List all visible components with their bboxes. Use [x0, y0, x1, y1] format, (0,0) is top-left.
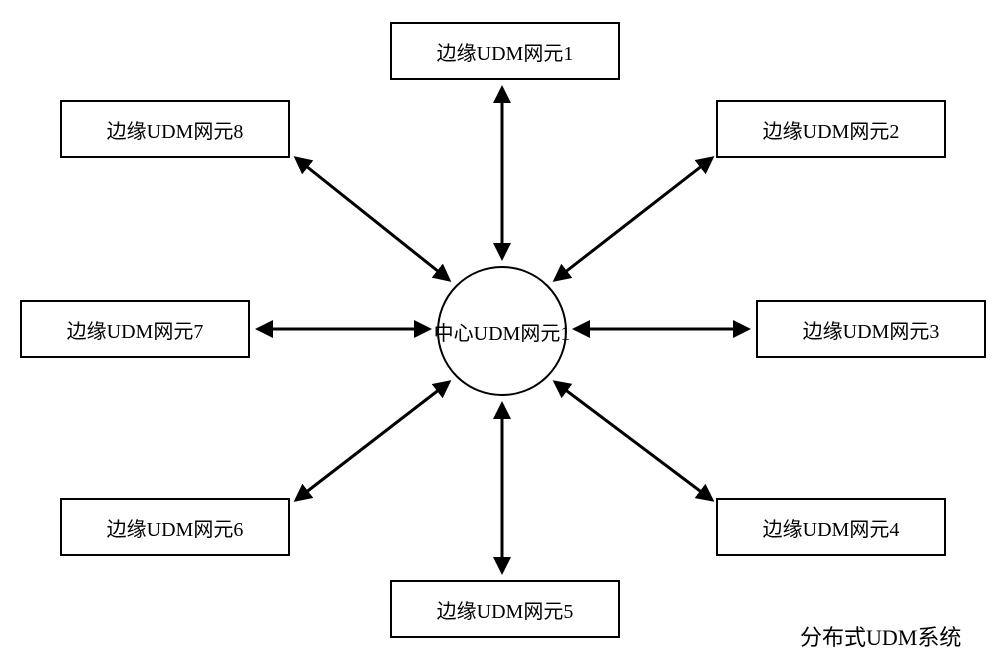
edge-node-label: 边缘UDM网元3	[803, 315, 940, 344]
center-node-label: 中心UDM网元1	[434, 317, 571, 346]
edge-node-label: 边缘UDM网元6	[107, 513, 244, 542]
edge-node-label: 边缘UDM网元5	[437, 595, 574, 624]
edge-node-5: 边缘UDM网元5	[390, 580, 620, 638]
edge-node-label: 边缘UDM网元2	[763, 115, 900, 144]
edge-node-8: 边缘UDM网元8	[60, 100, 290, 158]
edge-node-2: 边缘UDM网元2	[716, 100, 946, 158]
edge-node-label: 边缘UDM网元1	[437, 37, 574, 66]
edge-node-7: 边缘UDM网元7	[20, 300, 250, 358]
diagram-container: 中心UDM网元1 边缘UDM网元1 边缘UDM网元2 边缘UDM网元3 边缘UDM网元…	[0, 0, 1000, 666]
bidir-arrow-4	[555, 382, 712, 500]
edge-node-label: 边缘UDM网元8	[107, 115, 244, 144]
diagram-caption: 分布式UDM系统	[800, 620, 961, 652]
edge-node-label: 边缘UDM网元7	[67, 315, 204, 344]
edge-node-1: 边缘UDM网元1	[390, 22, 620, 80]
bidir-arrow-6	[296, 382, 449, 500]
edge-node-4: 边缘UDM网元4	[716, 498, 946, 556]
edge-node-3: 边缘UDM网元3	[756, 300, 986, 358]
center-node: 中心UDM网元1	[437, 266, 567, 396]
edge-node-6: 边缘UDM网元6	[60, 498, 290, 556]
bidir-arrow-2	[555, 158, 712, 280]
edge-node-label: 边缘UDM网元4	[763, 513, 900, 542]
bidir-arrow-8	[296, 158, 449, 280]
